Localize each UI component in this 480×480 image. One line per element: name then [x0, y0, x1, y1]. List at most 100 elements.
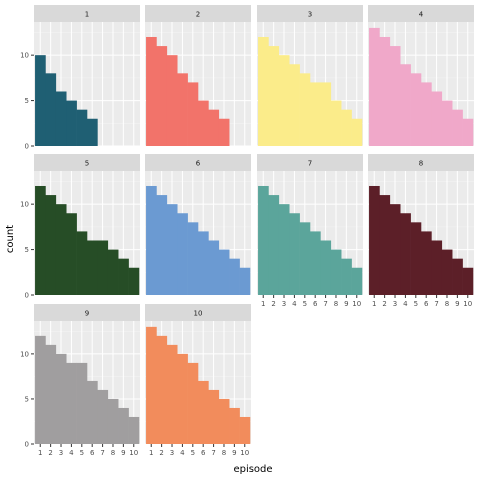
- bar: [55, 91, 67, 146]
- bar: [97, 389, 109, 444]
- x-tick-label: 1: [261, 300, 265, 308]
- bar: [87, 240, 98, 295]
- bar: [187, 222, 199, 295]
- x-tick-label: 10: [129, 449, 138, 457]
- x-tick-label: 2: [48, 449, 52, 457]
- x-tick-label: 8: [222, 449, 226, 457]
- bar: [118, 258, 129, 295]
- y-tick-label: 10: [20, 52, 29, 60]
- bar: [441, 249, 453, 295]
- bar: [369, 185, 380, 295]
- y-tick-label: 10: [20, 201, 29, 209]
- x-tick-label: 1: [149, 449, 153, 457]
- facet-strip: [257, 5, 363, 22]
- bar: [341, 109, 352, 146]
- bar: [389, 46, 401, 147]
- bar: [400, 213, 411, 295]
- bar: [45, 195, 57, 295]
- y-axis-title: count: [5, 225, 16, 253]
- bar: [87, 118, 98, 146]
- y-tick-label: 5: [25, 97, 29, 105]
- bar: [462, 118, 474, 146]
- x-tick-label: 6: [313, 300, 318, 308]
- bar: [166, 55, 178, 146]
- bar: [208, 389, 220, 444]
- x-tick-label: 4: [180, 449, 185, 457]
- bar: [379, 195, 391, 295]
- bar: [400, 64, 411, 146]
- facet-strip-label: 8: [419, 160, 423, 168]
- bar: [330, 100, 342, 146]
- x-tick-label: 1: [372, 300, 376, 308]
- bar: [128, 416, 140, 444]
- bar: [351, 118, 363, 146]
- bar: [97, 240, 109, 295]
- bar: [66, 100, 77, 146]
- bar: [369, 27, 380, 146]
- x-tick-label: 4: [403, 300, 408, 308]
- x-tick-label: 2: [159, 449, 163, 457]
- x-tick-label: 4: [69, 449, 74, 457]
- bar: [198, 100, 209, 146]
- bar: [35, 55, 46, 146]
- x-axis-title: episode: [233, 464, 272, 475]
- bar: [76, 362, 88, 444]
- bar: [146, 326, 157, 444]
- facet-strip: [145, 154, 251, 171]
- bar: [177, 353, 188, 444]
- facet-strip-label: 10: [194, 310, 203, 318]
- bar: [166, 344, 178, 444]
- bar: [55, 204, 67, 295]
- bar: [146, 36, 157, 146]
- bar: [45, 344, 57, 444]
- x-tick-label: 1: [38, 449, 42, 457]
- bar: [156, 195, 168, 295]
- bar: [268, 195, 280, 295]
- bar: [431, 91, 443, 146]
- bar: [421, 82, 432, 146]
- bar: [146, 185, 157, 295]
- bar: [452, 109, 463, 146]
- bar: [330, 249, 342, 295]
- facet-strip: [34, 154, 140, 171]
- facet-strip-label: 1: [85, 11, 89, 19]
- bar: [239, 267, 251, 295]
- x-tick-label: 10: [352, 300, 361, 308]
- x-tick-label: 10: [240, 449, 249, 457]
- facet-strip-label: 2: [196, 11, 200, 19]
- x-tick-label: 3: [170, 449, 174, 457]
- bar: [76, 109, 88, 146]
- bar: [289, 213, 300, 295]
- bar: [258, 185, 269, 295]
- bar: [379, 36, 391, 146]
- bar: [156, 46, 168, 147]
- facet-strip: [368, 5, 474, 22]
- y-tick-label: 5: [25, 246, 29, 254]
- bar: [299, 73, 311, 146]
- facet-strip-label: 7: [308, 160, 312, 168]
- x-tick-label: 8: [334, 300, 338, 308]
- x-tick-label: 8: [445, 300, 449, 308]
- bar: [289, 64, 300, 146]
- bar: [66, 213, 77, 295]
- facet-strip-label: 4: [419, 11, 424, 19]
- bar: [218, 398, 230, 444]
- x-tick-label: 5: [414, 300, 418, 308]
- facet-strip: [34, 304, 140, 321]
- y-tick-label: 10: [20, 350, 29, 358]
- facet-strip: [145, 304, 251, 321]
- bar: [320, 240, 332, 295]
- bar: [166, 204, 178, 295]
- facet-strip-label: 3: [308, 11, 312, 19]
- bar: [278, 204, 290, 295]
- x-tick-label: 2: [271, 300, 275, 308]
- facet-strip: [34, 5, 140, 22]
- bar: [268, 46, 280, 147]
- bar: [218, 118, 230, 146]
- x-tick-label: 5: [80, 449, 84, 457]
- x-tick-label: 7: [323, 300, 327, 308]
- x-tick-label: 3: [59, 449, 63, 457]
- facet-strip-label: 5: [85, 160, 89, 168]
- bar: [299, 222, 311, 295]
- y-tick-label: 5: [25, 395, 29, 403]
